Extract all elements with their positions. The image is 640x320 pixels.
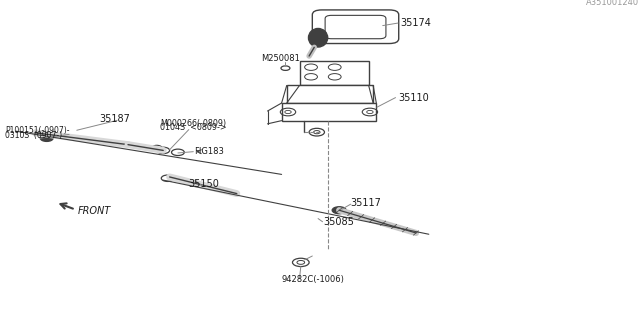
FancyBboxPatch shape (287, 85, 373, 103)
Text: 35187: 35187 (99, 114, 130, 124)
Text: M000266(-0809): M000266(-0809) (160, 119, 226, 128)
Circle shape (40, 135, 53, 141)
Circle shape (332, 207, 346, 214)
FancyBboxPatch shape (300, 61, 369, 85)
FancyBboxPatch shape (325, 15, 386, 39)
Text: 94282C(-1006): 94282C(-1006) (282, 275, 344, 284)
Text: FIG183: FIG183 (194, 147, 224, 156)
Text: 35110: 35110 (398, 92, 429, 103)
Text: 0310S  (0907-): 0310S (0907-) (5, 131, 62, 140)
FancyBboxPatch shape (282, 103, 376, 121)
Text: 35117: 35117 (351, 198, 381, 208)
Text: A351001240: A351001240 (586, 0, 639, 7)
Text: 35150: 35150 (189, 179, 220, 189)
Ellipse shape (308, 28, 328, 47)
Text: 0104S  <0809->: 0104S <0809-> (160, 124, 227, 132)
Text: FRONT: FRONT (78, 205, 111, 216)
FancyBboxPatch shape (312, 10, 399, 44)
Text: M250081: M250081 (261, 54, 300, 63)
Text: P100151(-0907)-: P100151(-0907)- (5, 126, 70, 135)
Text: 35174: 35174 (400, 18, 431, 28)
Text: 35085: 35085 (323, 217, 354, 227)
